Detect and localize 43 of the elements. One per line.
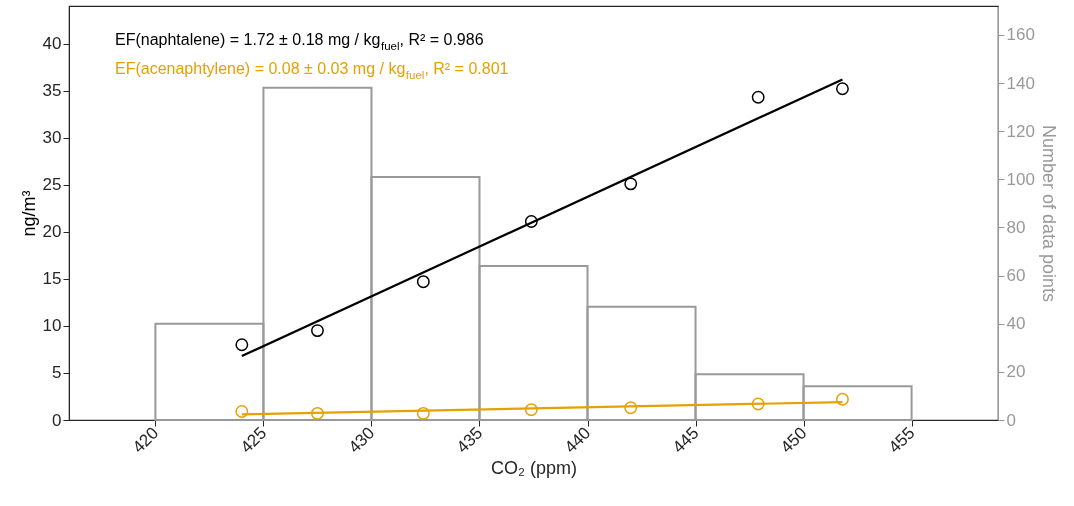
y-tick-label: 30 bbox=[42, 128, 62, 148]
point bbox=[416, 406, 430, 420]
y-tick-label: 35 bbox=[42, 81, 62, 101]
point bbox=[235, 338, 249, 352]
point bbox=[311, 324, 324, 338]
y2-tick-label: 40 bbox=[1006, 314, 1026, 334]
x-tick-label: 430 bbox=[344, 423, 379, 457]
point bbox=[311, 406, 324, 420]
point bbox=[624, 401, 638, 415]
point bbox=[235, 405, 249, 418]
x-tick-label: 425 bbox=[236, 423, 271, 457]
x-axis-title: CO₂ (ppm) bbox=[491, 458, 577, 479]
y2-tick-label: 80 bbox=[1006, 217, 1026, 237]
point bbox=[416, 275, 430, 289]
y2-tick-label: 0 bbox=[1006, 410, 1016, 430]
point bbox=[524, 215, 538, 228]
y-tick-label: 40 bbox=[42, 34, 62, 54]
y-tick-label: 0 bbox=[52, 410, 62, 430]
x-tick-label: 455 bbox=[884, 423, 919, 457]
point bbox=[524, 403, 538, 417]
y-tick-label: 10 bbox=[42, 316, 62, 336]
y2-tick-label: 60 bbox=[1006, 266, 1026, 286]
y-tick-label: 20 bbox=[42, 222, 62, 242]
point bbox=[836, 82, 849, 96]
point bbox=[751, 90, 765, 104]
x-tick-label: 450 bbox=[776, 423, 811, 457]
y2-tick-label: 100 bbox=[1006, 169, 1035, 189]
point bbox=[624, 177, 638, 191]
y-axis-title: ng/m³ bbox=[18, 190, 39, 237]
point bbox=[751, 397, 765, 411]
y2-axis-title: Number of data points bbox=[1038, 124, 1059, 303]
y2-tick-label: 160 bbox=[1006, 25, 1035, 45]
y2-tick-label: 20 bbox=[1006, 362, 1026, 382]
y2-tick-label: 120 bbox=[1006, 121, 1035, 141]
x-tick-label: 420 bbox=[128, 423, 163, 457]
y-tick-label: 15 bbox=[42, 269, 62, 289]
x-tick-label: 435 bbox=[452, 423, 487, 457]
x-tick-label: 445 bbox=[668, 423, 703, 457]
y-tick-label: 25 bbox=[42, 175, 62, 195]
y2-tick-label: 140 bbox=[1006, 73, 1035, 93]
point bbox=[836, 392, 849, 406]
y-tick-label: 5 bbox=[52, 363, 62, 383]
x-tick-label: 440 bbox=[560, 423, 595, 457]
